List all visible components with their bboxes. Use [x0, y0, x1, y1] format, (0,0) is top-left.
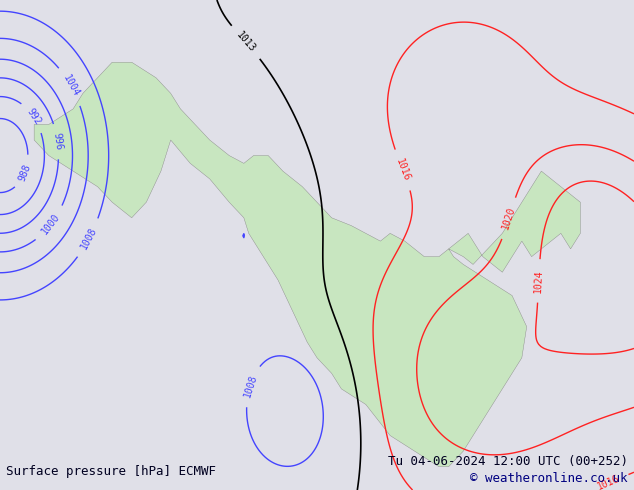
Text: Tu 04-06-2024 12:00 UTC (00+252): Tu 04-06-2024 12:00 UTC (00+252) — [387, 455, 628, 468]
Text: 1000: 1000 — [40, 212, 62, 237]
Text: 988: 988 — [17, 162, 33, 182]
Text: 1008: 1008 — [79, 225, 99, 251]
Text: 1020: 1020 — [500, 206, 517, 231]
Text: 1016: 1016 — [596, 474, 621, 490]
Text: 992: 992 — [25, 107, 42, 127]
Text: 996: 996 — [51, 132, 63, 151]
Text: 1013: 1013 — [235, 30, 257, 54]
Text: © weatheronline.co.uk: © weatheronline.co.uk — [470, 472, 628, 485]
Polygon shape — [34, 62, 580, 466]
Text: 1024: 1024 — [533, 269, 545, 293]
Text: Surface pressure [hPa] ECMWF: Surface pressure [hPa] ECMWF — [6, 465, 216, 478]
Text: 1016: 1016 — [394, 157, 411, 183]
Text: 1008: 1008 — [242, 373, 259, 398]
Text: 1004: 1004 — [61, 74, 81, 99]
